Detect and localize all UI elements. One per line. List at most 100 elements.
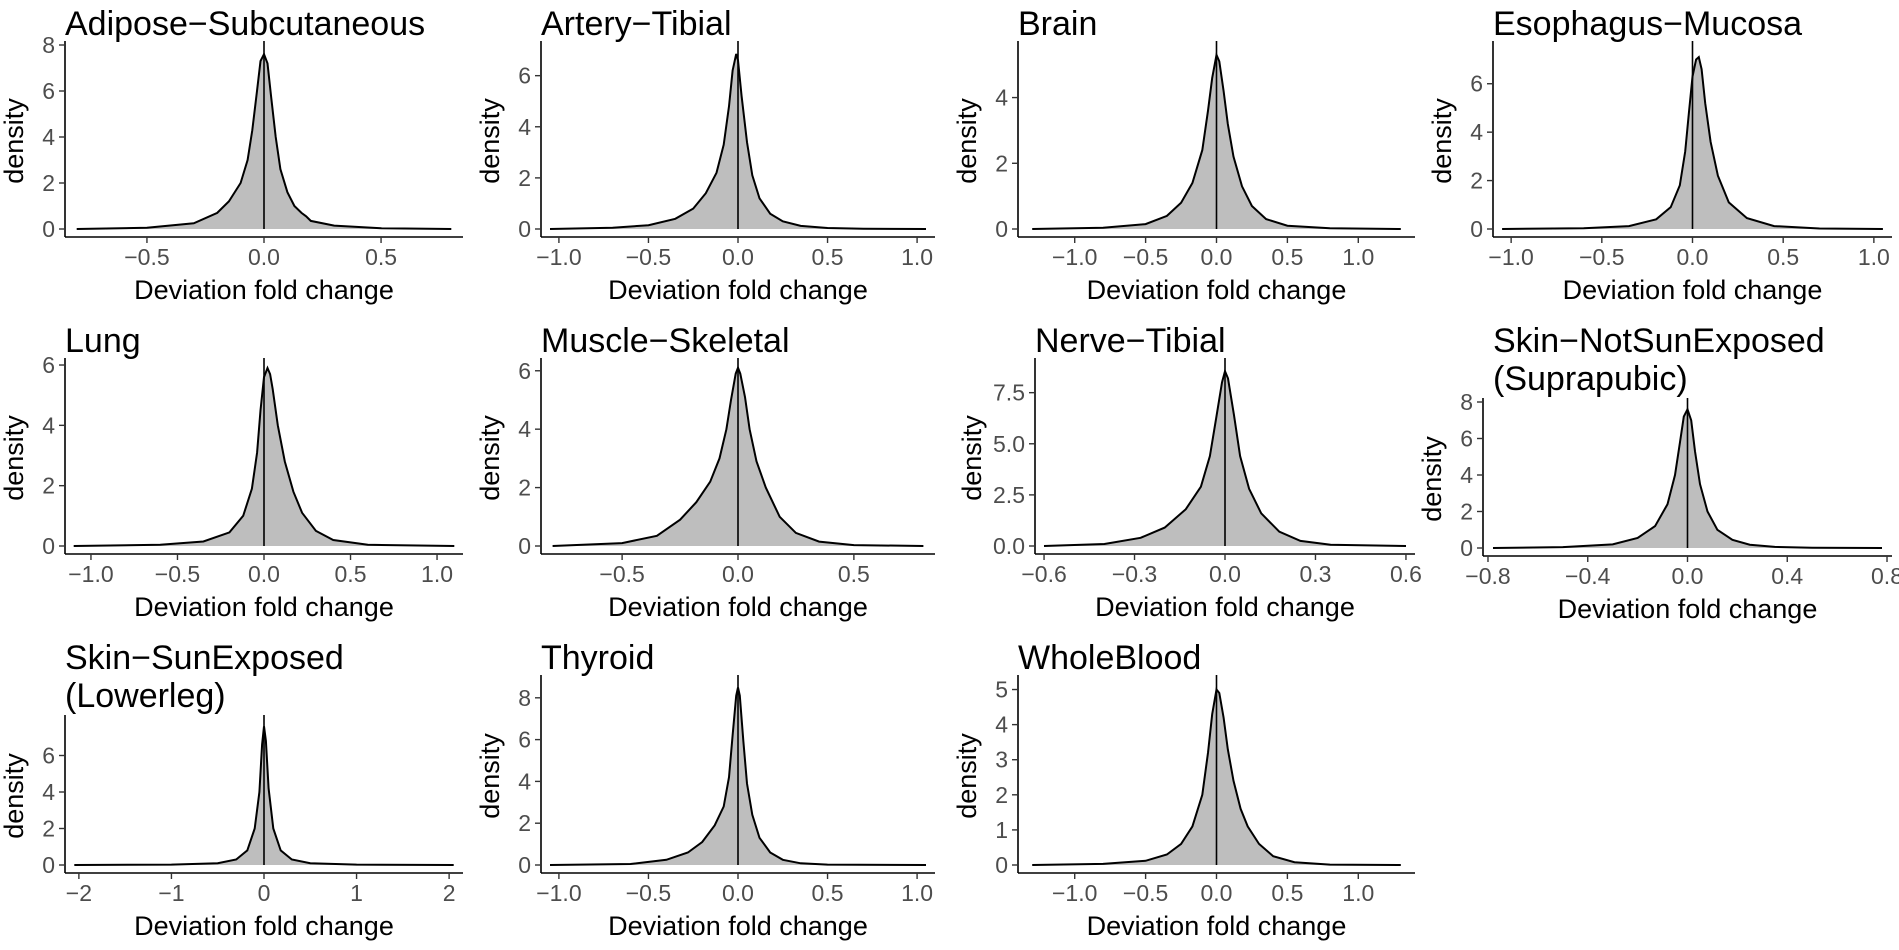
x-tick-label: −0.5 bbox=[599, 561, 644, 587]
y-tick-label: 6 bbox=[42, 78, 55, 104]
x-axis-label: Deviation fold change bbox=[1087, 911, 1347, 941]
panel-title: Lung bbox=[65, 322, 141, 360]
y-tick-label: 0 bbox=[42, 533, 55, 559]
x-axis-label: Deviation fold change bbox=[608, 592, 868, 622]
y-axis-label: density bbox=[0, 753, 29, 839]
x-tick-label: 0.0 bbox=[1201, 244, 1233, 270]
y-tick-label: 4 bbox=[1470, 119, 1483, 145]
y-tick-label: 4 bbox=[995, 712, 1008, 738]
facet-panel: Artery−Tibial −1.0 −0.5 0.0 0.5 1.0 0 2 4 6 Deviat… bbox=[475, 5, 935, 305]
facet-panel: Esophagus−Mucosa −1.0 −0.5 0.0 0.5 1.0 0 2 4 6 Dev… bbox=[1427, 5, 1892, 305]
x-tick-label: 2 bbox=[443, 880, 456, 906]
x-tick-label: 0.5 bbox=[812, 244, 844, 270]
x-tick-label: −1.0 bbox=[1052, 880, 1097, 906]
density-curve bbox=[73, 365, 455, 547]
x-axis-label: Deviation fold change bbox=[1087, 275, 1347, 305]
x-tick-label: 0.5 bbox=[812, 880, 844, 906]
y-tick-label: 6 bbox=[1470, 71, 1483, 97]
y-tick-label: 7.5 bbox=[993, 380, 1025, 406]
y-tick-label: 0 bbox=[1460, 535, 1473, 561]
y-tick-label: 2 bbox=[1460, 499, 1473, 525]
y-tick-label: 6 bbox=[518, 727, 531, 753]
y-tick-label: 0 bbox=[42, 852, 55, 878]
y-axis-label: density bbox=[957, 415, 987, 501]
x-tick-label: −0.4 bbox=[1565, 563, 1611, 589]
density-curve bbox=[1032, 51, 1401, 230]
x-tick-label: −1 bbox=[158, 880, 184, 906]
panel-title: WholeBlood bbox=[1018, 639, 1201, 677]
x-axis-label: Deviation fold change bbox=[1095, 592, 1355, 622]
x-tick-label: −0.5 bbox=[155, 561, 200, 587]
y-tick-label: 4 bbox=[518, 768, 531, 794]
facet-panel: Thyroid −1.0 −0.5 0.0 0.5 1.0 0 2 4 6 8 Deviation f… bbox=[475, 639, 935, 941]
x-tick-label: −0.5 bbox=[626, 244, 671, 270]
panel-title: Muscle−Skeletal bbox=[541, 322, 790, 360]
y-tick-label: 6 bbox=[42, 352, 55, 378]
x-tick-label: 0.8 bbox=[1871, 563, 1899, 589]
y-axis-label: density bbox=[475, 98, 505, 184]
panel-title: Brain bbox=[1018, 5, 1097, 43]
panel-title: Skin−NotSunExposed bbox=[1493, 322, 1825, 360]
panel-title: Thyroid bbox=[541, 639, 654, 677]
x-tick-label: −0.8 bbox=[1465, 563, 1510, 589]
density-curve bbox=[1502, 55, 1883, 230]
x-tick-label: 0.0 bbox=[248, 244, 280, 270]
x-axis-label: Deviation fold change bbox=[134, 275, 394, 305]
x-tick-label: 0.0 bbox=[1209, 561, 1241, 587]
panel-title: Esophagus−Mucosa bbox=[1493, 5, 1802, 43]
x-tick-label: 0.3 bbox=[1299, 561, 1331, 587]
x-tick-label: −1.0 bbox=[1488, 244, 1533, 270]
x-axis-label: Deviation fold change bbox=[608, 275, 868, 305]
x-tick-label: 0.5 bbox=[838, 561, 870, 587]
y-axis-label: density bbox=[952, 733, 982, 819]
x-tick-label: 0.5 bbox=[365, 244, 397, 270]
y-tick-label: 6 bbox=[42, 743, 55, 769]
y-tick-label: 0 bbox=[518, 533, 531, 559]
y-axis-label: density bbox=[952, 98, 982, 184]
x-tick-label: −1.0 bbox=[536, 880, 581, 906]
panel-title: (Lowerleg) bbox=[65, 677, 226, 715]
x-axis-label: Deviation fold change bbox=[1563, 275, 1823, 305]
x-tick-label: 0.6 bbox=[1390, 561, 1422, 587]
facet-panel: WholeBlood −1.0 −0.5 0.0 0.5 1.0 0 1 2 3 4 5 Deviati… bbox=[952, 639, 1415, 941]
facet-panel: Lung −1.0 −0.5 0.0 0.5 1.0 0 2 4 6 Deviation fold … bbox=[0, 322, 463, 622]
y-tick-label: 2 bbox=[518, 165, 531, 191]
y-axis-label: density bbox=[0, 98, 29, 184]
x-axis-label: Deviation fold change bbox=[134, 592, 394, 622]
y-tick-label: 4 bbox=[1460, 462, 1473, 488]
y-tick-label: 4 bbox=[518, 114, 531, 140]
density-curve bbox=[549, 53, 927, 230]
y-tick-label: 0 bbox=[42, 216, 55, 242]
y-axis-label: density bbox=[1417, 436, 1447, 522]
panel-title: Artery−Tibial bbox=[541, 5, 732, 43]
y-tick-label: 4 bbox=[42, 779, 55, 805]
panel-title: Adipose−Subcutaneous bbox=[65, 5, 425, 43]
y-tick-label: 4 bbox=[42, 412, 55, 438]
y-tick-label: 4 bbox=[518, 416, 531, 442]
y-tick-label: 0 bbox=[518, 852, 531, 878]
x-tick-label: −2 bbox=[66, 880, 92, 906]
x-tick-label: 0.5 bbox=[1767, 244, 1799, 270]
x-tick-label: 1.0 bbox=[901, 880, 933, 906]
x-axis-label: Deviation fold change bbox=[1558, 594, 1818, 624]
y-axis-label: density bbox=[475, 733, 505, 819]
y-axis-label: density bbox=[475, 415, 505, 501]
x-tick-label: 0.5 bbox=[335, 561, 367, 587]
x-tick-label: 0.4 bbox=[1771, 563, 1803, 589]
x-axis-label: Deviation fold change bbox=[608, 911, 868, 941]
panel-title: (Suprapubic) bbox=[1493, 360, 1688, 398]
facet-panel: Brain −1.0 −0.5 0.0 0.5 1.0 0 2 4 Deviation fold … bbox=[952, 5, 1415, 305]
x-tick-label: 1.0 bbox=[1342, 244, 1374, 270]
y-axis-label: density bbox=[0, 415, 29, 501]
x-tick-label: 0.0 bbox=[1672, 563, 1704, 589]
y-tick-label: 0.0 bbox=[993, 533, 1025, 559]
x-tick-label: 0.0 bbox=[1677, 244, 1709, 270]
y-tick-label: 0 bbox=[1470, 216, 1483, 242]
x-tick-label: −0.6 bbox=[1021, 561, 1066, 587]
y-tick-label: 6 bbox=[518, 63, 531, 89]
y-tick-label: 2.5 bbox=[993, 482, 1025, 508]
y-tick-label: 2 bbox=[518, 475, 531, 501]
x-tick-label: −0.5 bbox=[1123, 244, 1168, 270]
y-tick-label: 5 bbox=[995, 677, 1008, 703]
